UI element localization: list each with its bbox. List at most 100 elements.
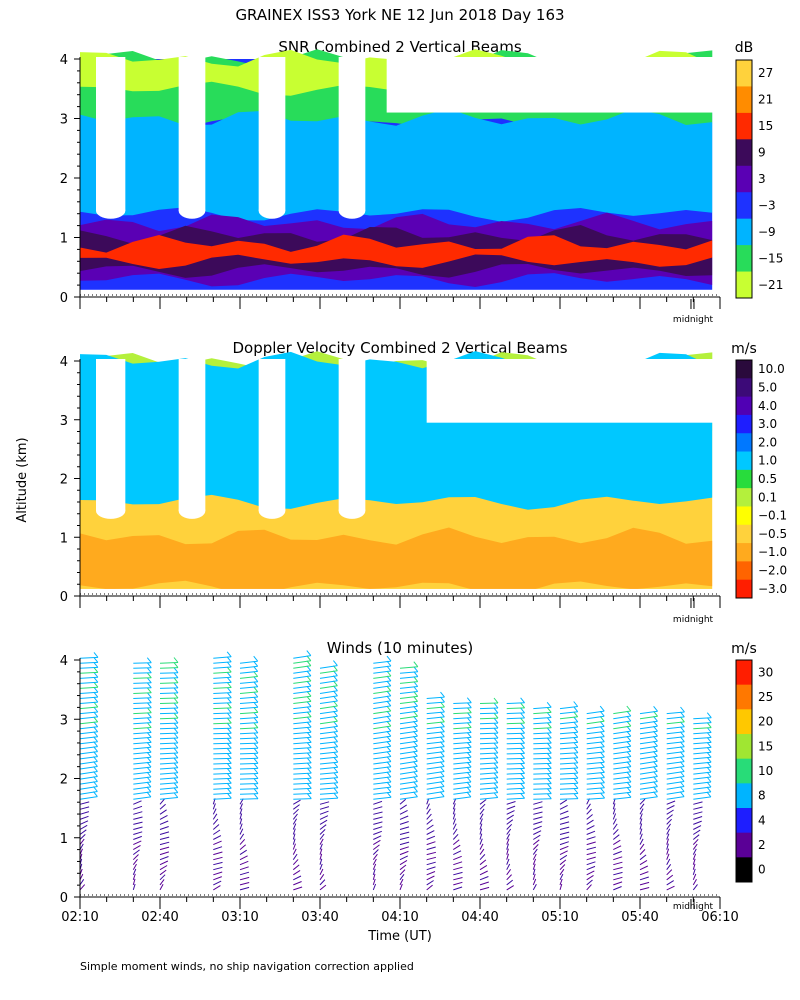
wind-barb xyxy=(506,828,512,835)
wind-barb xyxy=(213,697,232,699)
wind-barb xyxy=(319,670,338,674)
wind-barb xyxy=(133,800,142,805)
colorbar-label: 9 xyxy=(758,146,766,160)
wind-barb xyxy=(479,792,498,795)
below-range-region xyxy=(80,588,720,597)
wind-barb xyxy=(559,752,578,755)
wind-barb xyxy=(479,813,484,820)
wind-barb xyxy=(586,766,605,770)
wind-barb xyxy=(293,675,311,679)
wind-barb xyxy=(532,844,539,850)
wind-barb xyxy=(559,721,578,725)
wind-barb-flag xyxy=(253,758,259,764)
data-gap-end-0 xyxy=(96,502,126,519)
colorbar-label: 25 xyxy=(758,690,773,704)
colorbar-swatch xyxy=(736,192,752,220)
wind-barb xyxy=(319,787,338,790)
wind-barb xyxy=(319,675,338,679)
wind-barb xyxy=(613,710,631,715)
wind-barb xyxy=(639,715,658,720)
wind-barb-flag xyxy=(226,666,232,673)
colorbar-label: −15 xyxy=(758,251,783,265)
wind-barb xyxy=(293,721,312,725)
wind-barb xyxy=(132,854,139,861)
wind-barb-flag xyxy=(386,781,392,788)
wind-barb-flag xyxy=(600,746,605,753)
wind-barb xyxy=(533,830,542,835)
wind-barb xyxy=(159,757,178,760)
wind-barb xyxy=(479,752,498,755)
wind-barb-flag xyxy=(306,716,312,723)
wind-barb xyxy=(399,745,418,750)
wind-barb xyxy=(239,808,243,815)
wind-barb xyxy=(319,853,323,860)
wind-barb xyxy=(159,722,179,725)
y-tick-label: 0 xyxy=(60,291,68,306)
wind-barb-flag xyxy=(146,692,152,699)
wind-barb-flag xyxy=(146,712,152,718)
wind-barb xyxy=(613,720,631,725)
wind-barb xyxy=(666,800,676,805)
wind-barb-flag xyxy=(546,747,552,754)
wind-barb-flag xyxy=(573,752,579,759)
wind-barb xyxy=(239,670,258,674)
wind-barb xyxy=(666,741,685,745)
wind-barb-flag xyxy=(306,706,312,713)
colorbar-swatch xyxy=(736,271,752,299)
wind-barb xyxy=(613,866,623,871)
x-tick-label: 06:10 xyxy=(701,910,738,925)
wind-barb xyxy=(399,841,410,846)
wind-barb xyxy=(399,846,409,851)
y-tick-label: 4 xyxy=(60,654,68,669)
wind-barb xyxy=(319,806,330,810)
wind-barb-flag xyxy=(493,727,499,734)
wind-barb xyxy=(373,796,392,800)
colorbar-label: 3.0 xyxy=(758,417,777,431)
wind-barb xyxy=(612,834,620,840)
wind-barb xyxy=(79,843,84,850)
wind-barb xyxy=(639,833,643,840)
wind-barb xyxy=(319,705,338,710)
wind-barb xyxy=(559,859,567,866)
wind-barb xyxy=(666,880,674,886)
colorbar-label: −0.1 xyxy=(758,509,787,523)
wind-barb xyxy=(533,732,552,735)
wind-barb xyxy=(159,883,164,891)
wind-barb-flag xyxy=(253,701,259,708)
wind-barb xyxy=(372,878,376,886)
wind-barb xyxy=(426,771,445,775)
wind-barb xyxy=(586,803,591,810)
wind-barb xyxy=(133,849,140,856)
wind-barb xyxy=(453,766,472,770)
wind-barb xyxy=(533,722,552,725)
wind-barb xyxy=(159,712,179,715)
wind-barb xyxy=(693,791,711,795)
colorbar-label: −21 xyxy=(758,278,783,292)
colorbar-swatch xyxy=(736,783,752,809)
wind-barb xyxy=(452,828,458,835)
colorbar-swatch xyxy=(736,469,752,489)
colorbar-swatch xyxy=(736,506,752,526)
wind-barb xyxy=(373,660,392,664)
wind-barb xyxy=(133,702,152,704)
wind-barb xyxy=(79,829,87,835)
wind-barb-flag xyxy=(306,788,312,794)
wind-barb xyxy=(239,737,258,740)
wind-barb xyxy=(613,715,631,720)
wind-barb xyxy=(453,746,472,750)
wind-barb-flag xyxy=(333,660,338,666)
wind-barb xyxy=(532,878,537,886)
wind-barb-flag xyxy=(306,726,312,733)
wind-barb-flag xyxy=(600,772,605,778)
wind-barb xyxy=(399,765,418,770)
wind-barb xyxy=(293,741,312,745)
wind-barb xyxy=(133,756,152,760)
wind-barb-flag xyxy=(306,777,312,784)
wind-barb-flag xyxy=(546,707,552,713)
wind-barb xyxy=(133,826,143,830)
wind-barb xyxy=(399,760,418,765)
wind-barb xyxy=(639,710,658,715)
wind-barb xyxy=(693,796,711,800)
wind-barb xyxy=(133,776,152,780)
